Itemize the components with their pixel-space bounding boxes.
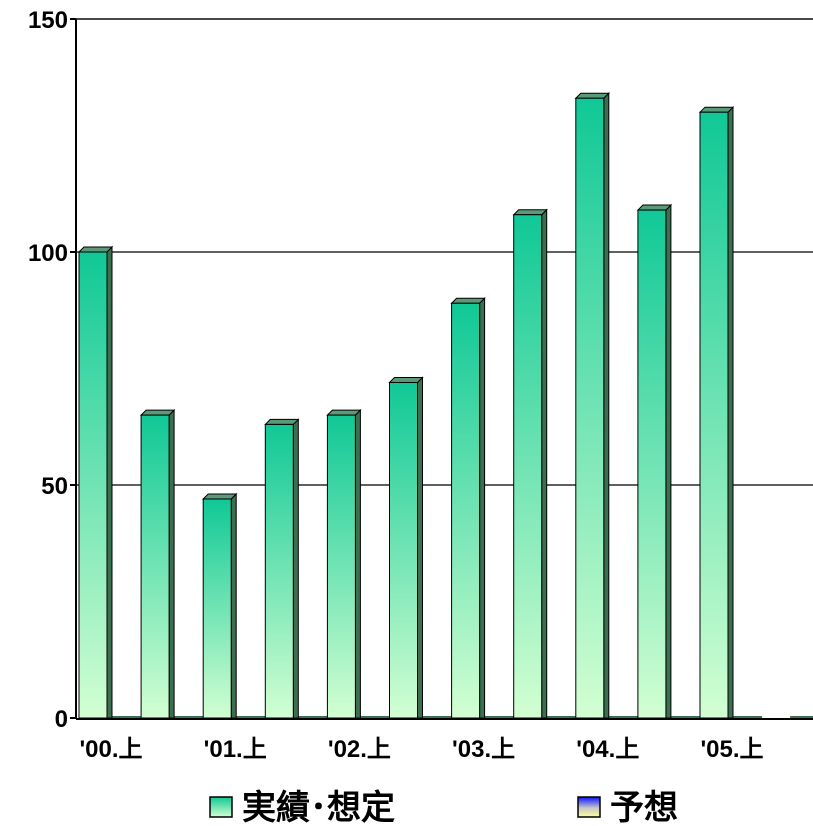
bar-top [326,409,362,416]
floor-strip [728,716,763,719]
bar-top [574,92,611,99]
bar-side [168,408,175,719]
floor-strip [603,716,638,719]
bar-actual [574,92,611,719]
bar-actual [512,208,548,719]
floor-strip [293,716,328,719]
bar-side [106,245,113,719]
bar-side [727,105,734,719]
bar-front [78,251,108,719]
floor-strip [231,716,266,719]
bar-actual [698,105,735,719]
x-tick-label: '01.上 [204,736,267,763]
bar-top [264,418,300,425]
x-tick-label: '02.上 [328,736,391,763]
bar-side [230,492,237,719]
legend-label-forecast: 予想 [610,788,678,826]
y-tick-label: 50 [41,473,68,500]
bar-actual [201,492,238,719]
floor-strip [355,716,390,719]
bar-side [541,208,548,719]
bar-front [389,381,418,719]
bar-front [451,302,481,719]
bar-top [388,376,424,383]
floor-strip [169,716,204,719]
bar-top [77,246,114,253]
bar-front [699,111,729,719]
bar-top [139,409,176,416]
bar-top [201,493,238,500]
bar-actual [264,418,300,719]
floor-strip [541,716,576,719]
bar-front [326,414,356,719]
bar-actual [326,408,362,719]
floor-strip [417,716,452,719]
x-tick-label: '04.上 [576,736,639,763]
bar-top [698,106,735,113]
bar-front [202,498,232,719]
bar-actual [388,376,424,719]
bar-side [603,92,610,719]
x-tick-label: '05.上 [700,736,763,763]
bar-top [450,297,486,304]
floor-strip [665,716,700,719]
bar-front [264,423,294,719]
bars [77,92,813,719]
floor-strip [479,716,514,719]
bar-actual [77,245,114,719]
legend-label-actual: 実績･想定 [242,788,395,826]
legend-swatch-actual [209,796,233,818]
axes [70,18,813,720]
y-tick-labels: 0 50 100 150 [28,7,68,733]
bar-side [417,376,423,719]
x-tick-labels: '00.上 '01.上 '02.上 '03.上 '04.上 '05.上 [79,736,763,763]
bar-actual [139,408,176,719]
bar-actual [450,297,486,719]
legend: 実績･想定 予想 [209,788,678,826]
y-tick-label: 150 [28,7,68,34]
x-tick-label: '00.上 [79,736,142,763]
bar-top [636,204,673,211]
bar-front [140,414,170,719]
bar-side [292,418,299,719]
bar-front [513,214,543,719]
bar-top [512,209,548,216]
bar-front [575,97,605,719]
legend-swatch-forecast [577,796,601,818]
bar-side [354,408,361,719]
bar-side [665,203,672,719]
y-tick-label: 0 [55,706,68,733]
floor-strip [107,716,142,719]
bar-actual [636,203,673,719]
floor-strip [790,716,813,719]
y-tick-label: 100 [28,240,68,267]
bar-side [479,297,486,719]
bar-front [637,209,667,719]
x-tick-label: '03.上 [452,736,515,763]
